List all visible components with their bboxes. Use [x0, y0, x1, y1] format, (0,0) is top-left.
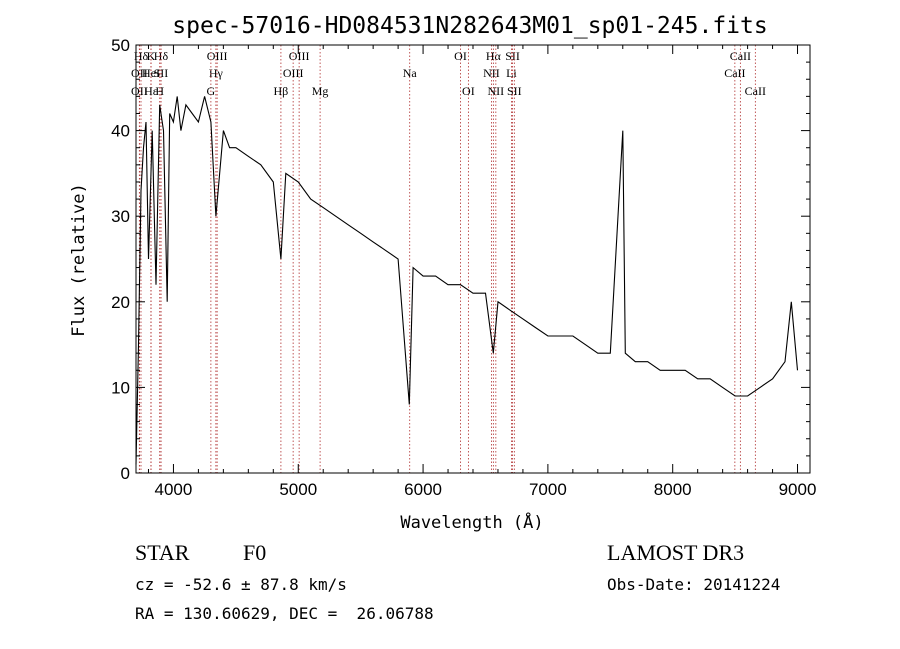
redshift-velocity: cz = -52.6 ± 87.8 km/s [135, 575, 347, 594]
x-tick-label-9000: 9000 [779, 480, 817, 499]
line-marker-label-16: Na [403, 66, 418, 80]
line-marker-label-21: NII [483, 66, 500, 80]
plot-frame [135, 44, 811, 474]
line-marker-label-23: NII [488, 84, 505, 98]
x-axis-label: Wavelength (Å) [400, 511, 543, 533]
line-marker-label-12: OIII [289, 49, 310, 63]
line-marker-label-14: Hβ [274, 84, 289, 98]
line-marker-label-10: Hγ [209, 66, 224, 80]
x-tick-label-4000: 4000 [155, 480, 193, 499]
line-marker-label-8: H [155, 84, 164, 98]
line-marker-label-18: OI [462, 84, 475, 98]
x-tick-label-6000: 6000 [404, 480, 442, 499]
line-marker-label-17: OI [454, 49, 467, 63]
coordinates: RA = 130.60629, DEC = 26.06788 [135, 604, 434, 623]
y-tick-label-10: 10 [111, 378, 130, 397]
x-tick-label-7000: 7000 [529, 480, 567, 499]
y-axis-label: Flux (relative) [69, 183, 89, 337]
object-class: STAR [135, 540, 190, 565]
y-tick-label-0: 0 [121, 464, 130, 483]
x-tick-label-8000: 8000 [654, 480, 692, 499]
line-marker-layer: HδOIIOIIKHeIHεHδSIIHOIIIHγGOIIIOIIIHβMgN… [131, 45, 766, 473]
object-subclass: F0 [243, 540, 267, 565]
spectrum-series-line [135, 96, 799, 465]
line-marker-label-0: Hδ [134, 49, 149, 63]
chart-title: spec-57016-HD084531N282643M01_sp01-245.f… [172, 13, 767, 39]
line-marker-label-20: SII [505, 49, 520, 63]
y-tick-label-40: 40 [111, 122, 130, 141]
line-marker-label-15: Mg [312, 84, 329, 98]
line-marker-label-27: CaII [745, 84, 766, 98]
line-marker-label-22: Li [506, 66, 517, 80]
line-marker-label-19: Hα [486, 49, 502, 63]
x-tick-label-5000: 5000 [279, 480, 317, 499]
line-marker-label-9: OIII [207, 49, 228, 63]
line-marker-label-5: Hε [144, 84, 158, 98]
line-marker-label-25: CaII [730, 49, 751, 63]
y-tick-label-50: 50 [111, 36, 130, 55]
line-marker-label-7: SII [154, 66, 169, 80]
observation-date: Obs-Date: 20141224 [607, 575, 781, 594]
line-marker-label-26: CaII [724, 66, 745, 80]
axis-ticks: 4000 5000 6000 7000 8000 9000 0 10 20 30 40 50 [111, 36, 816, 499]
line-marker-label-24: SII [507, 84, 522, 98]
y-tick-label-30: 30 [111, 207, 130, 226]
line-marker-label-11: G [207, 84, 216, 98]
line-marker-label-2: OII [131, 84, 148, 98]
y-tick-label-20: 20 [111, 293, 130, 312]
survey-name: LAMOST DR3 [607, 540, 745, 565]
line-marker-label-13: OIII [283, 66, 304, 80]
